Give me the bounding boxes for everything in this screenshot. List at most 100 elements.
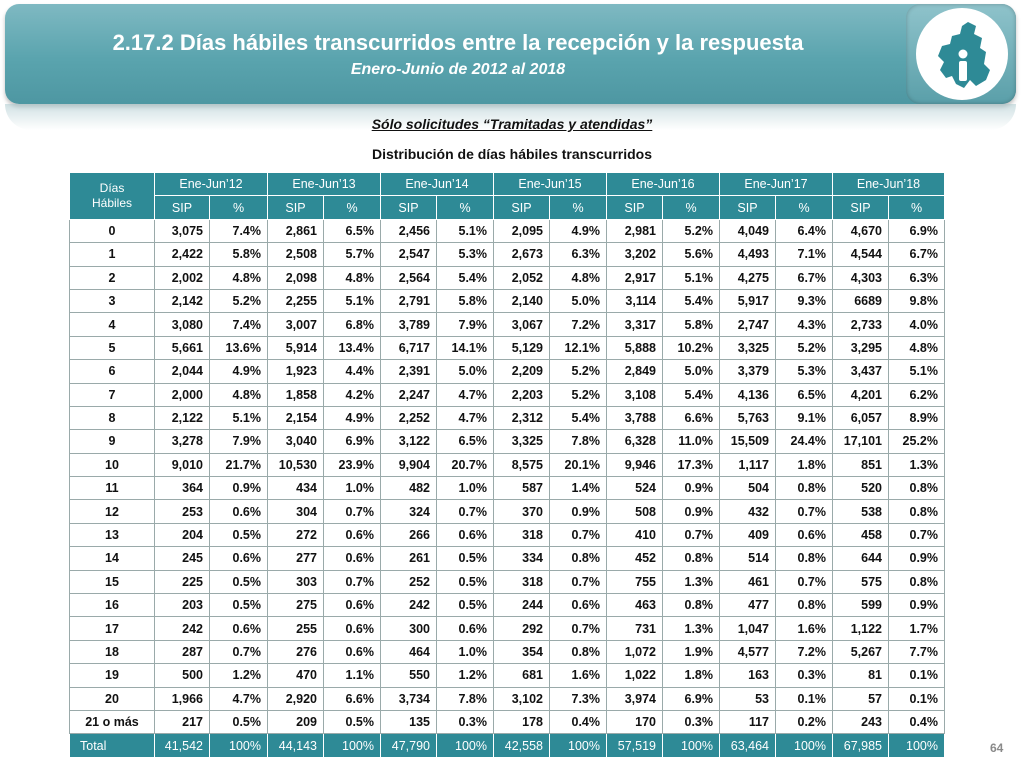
percent-cell: 5.4% [436,265,494,290]
percent-cell: 0.5% [209,709,268,735]
sip-cell: 2,142 [154,288,210,314]
sip-cell: 731 [606,616,663,641]
sip-cell: 3,102 [493,686,550,711]
percent-cell: 6.9% [888,218,945,244]
percent-cell: 1.0% [436,476,494,501]
sip-cell: 1,966 [154,686,210,711]
percent-cell: 0.4% [888,709,945,735]
percent-cell: 5.4% [549,405,607,431]
sip-cell: 203 [154,593,210,618]
percent-cell: 5.6% [662,242,720,267]
percent-cell: 0.6% [323,522,381,548]
percent-cell: 0.8% [888,476,945,501]
sip-cell: 6,057 [832,405,889,431]
total-sip-cell: 47,790 [380,733,437,758]
sip-cell: 1,122 [832,616,889,641]
percent-cell: 7.8% [436,686,494,711]
table-row: 1 2,422 5.8% 2,508 5.7% 2,547 5.3% 2,673 6.3% 3,2… [69,242,945,267]
sip-header: SIP [267,195,324,220]
table-row: 20 1,966 4.7% 2,920 6.6% 3,734 7.8% 3,102 7.3% 3,… [69,686,945,711]
period-header: Ene-Jun’16 [606,171,720,197]
sip-cell: 5,267 [832,639,889,665]
percent-cell: 4.7% [436,382,494,407]
period-header-row: Días Hábiles Ene-Jun’12 Ene-Jun’13 Ene-J… [69,171,945,220]
sip-cell: 575 [832,569,889,595]
percent-cell: 4.2% [323,382,381,407]
percent-cell: 0.6% [209,499,268,524]
percent-cell: 0.9% [549,499,607,524]
sip-cell: 508 [606,499,663,524]
sip-cell: 300 [380,616,437,641]
sip-cell: 2,098 [267,265,324,290]
sip-cell: 3,067 [493,312,550,337]
table-row: 0 3,075 7.4% 2,861 6.5% 2,456 5.1% 2,095 4.9% 2,9… [69,218,945,244]
percent-cell: 1.0% [436,639,494,665]
sip-cell: 209 [267,709,324,735]
percent-cell: 0.1% [888,686,945,711]
sip-cell: 2,154 [267,405,324,431]
percent-cell: 5.1% [662,265,720,290]
day-cell: 5 [69,335,155,361]
cdmx-map-info-icon [938,22,990,88]
percent-cell: 5.2% [209,288,268,314]
sip-cell: 4,049 [719,218,776,244]
percent-header: % [436,195,494,220]
sip-cell: 2,564 [380,265,437,290]
page-number: 64 [990,741,1004,755]
sip-cell: 4,544 [832,242,889,267]
percent-header: % [662,195,720,220]
sip-cell: 2,508 [267,242,324,267]
sip-cell: 276 [267,639,324,665]
percent-cell: 6.9% [323,429,381,454]
percent-cell: 6.4% [775,218,833,244]
table-row: 19 500 1.2% 470 1.1% 550 1.2% 681 1.6% 1,022 1.8% 1… [69,663,945,688]
sip-cell: 851 [832,452,889,478]
day-cell: 0 [69,218,155,244]
total-sip-cell: 63,464 [719,733,776,758]
percent-cell: 5.8% [436,288,494,314]
sip-cell: 1,022 [606,663,663,688]
percent-cell: 1.2% [209,663,268,688]
day-cell: 1 [69,242,155,267]
percent-cell: 4.8% [888,335,945,361]
percent-cell: 20.1% [549,452,607,478]
percent-cell: 9.8% [888,288,945,314]
sip-cell: 3,108 [606,382,663,407]
sip-cell: 463 [606,593,663,618]
sip-cell: 3,437 [832,359,889,384]
sip-cell: 277 [267,546,324,571]
sip-cell: 2,861 [267,218,324,244]
sip-cell: 3,295 [832,335,889,361]
percent-cell: 0.2% [775,709,833,735]
percent-cell: 5.2% [662,218,720,244]
days-column-header: Días Hábiles [69,172,155,220]
sip-cell: 587 [493,476,550,501]
percent-cell: 0.9% [662,476,720,501]
sip-cell: 2,917 [606,265,663,290]
sip-cell: 2,052 [493,265,550,290]
percent-header: % [209,195,268,220]
sip-cell: 504 [719,476,776,501]
sip-cell: 4,577 [719,639,776,665]
percent-cell: 1.9% [662,639,720,665]
percent-cell: 6.3% [888,265,945,290]
percent-cell: 5.1% [888,359,945,384]
total-sip-cell: 42,558 [493,733,550,758]
sip-cell: 6,717 [380,335,437,361]
percent-cell: 1.3% [888,452,945,478]
percent-cell: 5.3% [775,359,833,384]
percent-cell: 5.4% [662,382,720,407]
sip-header: SIP [154,195,210,220]
sip-cell: 461 [719,569,776,595]
sip-cell: 1,923 [267,359,324,384]
sip-cell: 10,530 [267,452,324,478]
table-row: 3 2,142 5.2% 2,255 5.1% 2,791 5.8% 2,140 5.0% 3,1… [69,288,945,314]
sip-cell: 524 [606,476,663,501]
percent-cell: 0.6% [209,616,268,641]
percent-cell: 7.3% [549,686,607,711]
sip-cell: 9,946 [606,452,663,478]
percent-cell: 5.8% [662,312,720,337]
percent-cell: 25.2% [888,429,945,454]
percent-cell: 7.9% [436,312,494,337]
sip-cell: 3,007 [267,312,324,337]
